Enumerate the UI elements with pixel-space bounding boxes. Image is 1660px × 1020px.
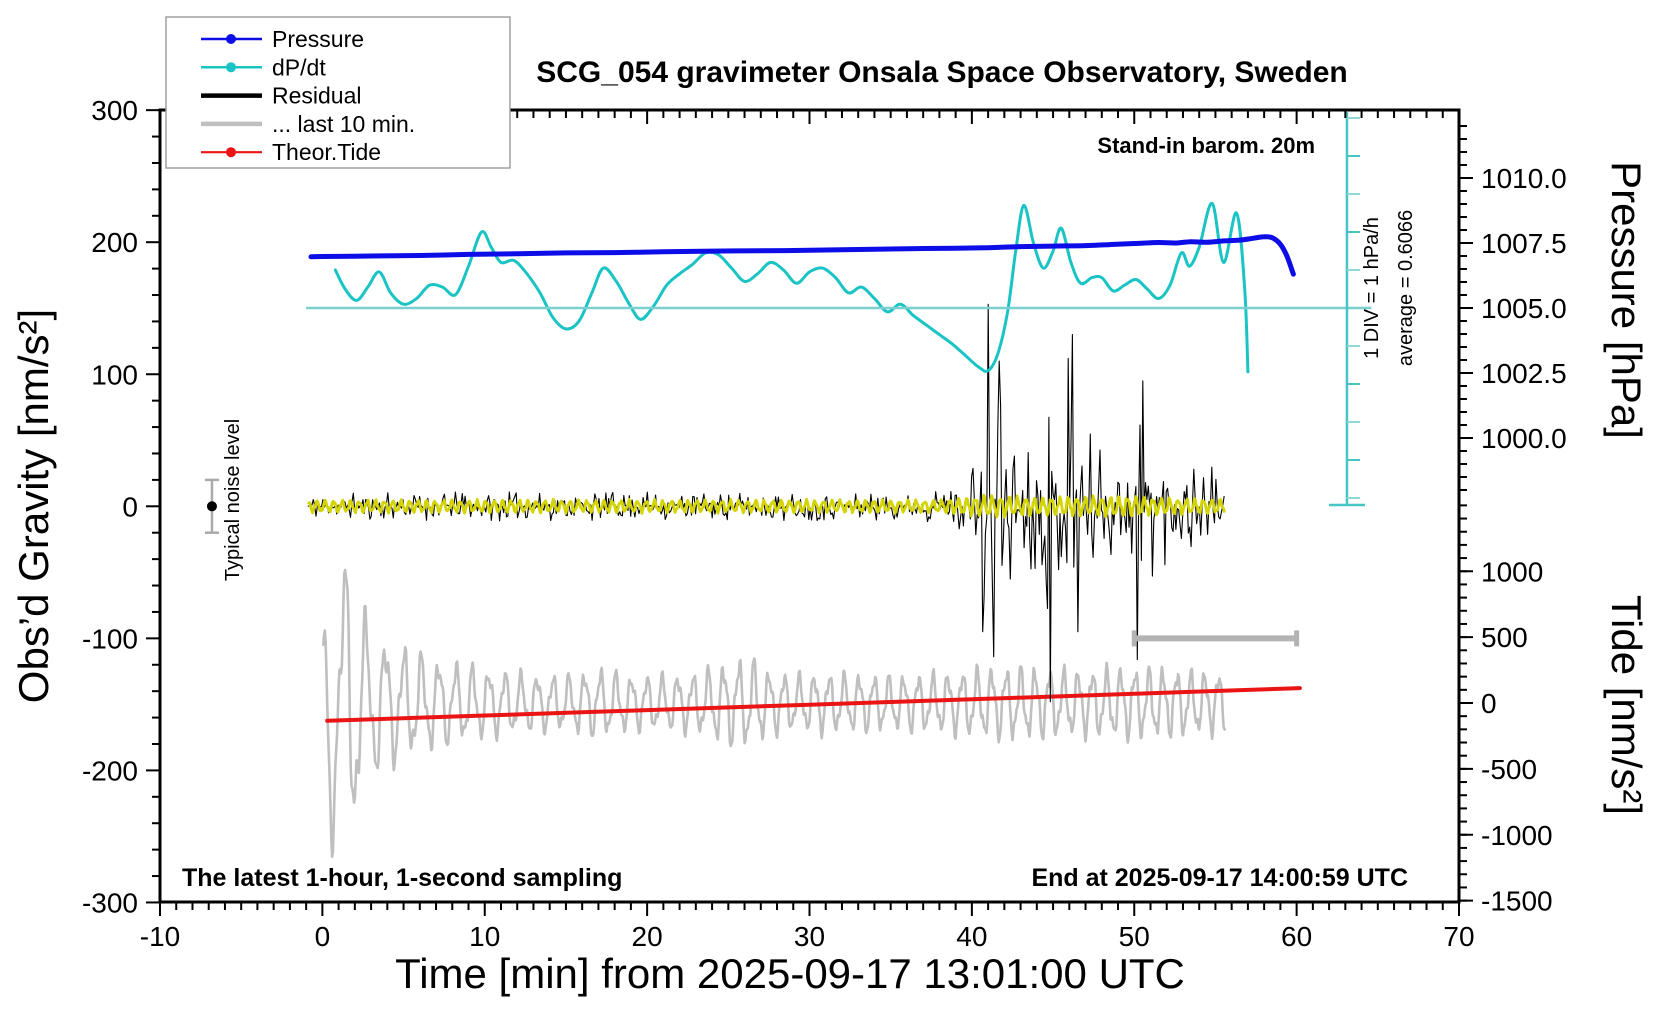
gravity-tick-label: 300 (91, 95, 138, 126)
theor-tide-series (325, 686, 1302, 723)
pressure-tick-label: 1000.0 (1481, 423, 1567, 454)
average-dpdt-label: average = 0.6066 (1395, 210, 1417, 366)
x-tick-label: 40 (956, 921, 987, 952)
axis-ticks-layer (146, 109, 1473, 916)
last-10-min-series (321, 568, 1227, 859)
x-tick-label: 20 (632, 921, 663, 952)
legend-label: Pressure (272, 26, 364, 52)
x-axis-title: Time [min] from 2025-09-17 13:01:00 UTC (395, 950, 1185, 997)
residual-series (307, 303, 1225, 703)
noise-marker-dot (206, 501, 217, 512)
x-tick-label: -10 (140, 921, 180, 952)
gravity-tick-label: 0 (122, 491, 138, 522)
gravity-axis-title: Obs’d Gravity [nm/s²] (10, 309, 57, 703)
pressure-tick-label: 1007.5 (1481, 228, 1567, 259)
tide-tick-label: -500 (1481, 754, 1537, 785)
legend-item: Pressure (201, 26, 364, 52)
legend-item: ... last 10 min. (201, 111, 415, 137)
x-tick-label: 60 (1281, 921, 1312, 952)
gravity-tick-label: 100 (91, 359, 138, 390)
tide-tick-label: 500 (1481, 622, 1528, 653)
dp-dt-series (333, 201, 1250, 374)
legend-box (165, 16, 511, 169)
x-tick-label: 10 (469, 921, 500, 952)
chart-title: SCG_054 gravimeter Onsala Space Observat… (536, 56, 1348, 89)
gravity-tick-label: 200 (91, 227, 138, 258)
legend-label: Residual (272, 83, 362, 109)
decorations-layer (204, 112, 1372, 647)
x-tick-label: 0 (315, 921, 331, 952)
tide-axis-title: Tide [nm/s²] (1603, 595, 1650, 815)
legend-label: Theor.Tide (272, 139, 381, 165)
residual-filtered-series (307, 493, 1226, 519)
legend-dot (226, 62, 236, 73)
tide-tick-label: -1000 (1481, 820, 1553, 851)
x-tick-label: 50 (1119, 921, 1150, 952)
tide-tick-label: -1500 (1481, 886, 1553, 917)
tide-tick-label: 1000 (1481, 556, 1543, 587)
tide-tick-label: 0 (1481, 688, 1497, 719)
pressure-tick-label: 1005.0 (1481, 293, 1567, 324)
pressure-tick-label: 1002.5 (1481, 358, 1567, 389)
end-time-note: End at 2025-09-17 14:00:59 UTC (1031, 864, 1408, 892)
legend-label: ... last 10 min. (272, 111, 415, 137)
pressure-tick-label: 1010.0 (1481, 163, 1567, 194)
legend-item: dP/dt (201, 54, 326, 80)
pressure-series (308, 234, 1296, 277)
typical-noise-label: Typical noise level (222, 419, 244, 581)
gravity-tick-label: -200 (82, 755, 138, 786)
div-scale-label: 1 DIV = 1 hPa/h (1361, 217, 1383, 359)
x-tick-label: 70 (1443, 921, 1474, 952)
gravity-tick-label: -300 (82, 887, 138, 918)
stand-in-barometer-note: Stand-in barom. 20m (1097, 133, 1315, 158)
legend-item: Theor.Tide (201, 139, 381, 165)
legend-item: Residual (201, 83, 362, 109)
legend-label: dP/dt (272, 54, 326, 80)
x-tick-label: 30 (794, 921, 825, 952)
legend-dot (226, 34, 236, 44)
pressure-axis-title: Pressure [hPa] (1603, 161, 1650, 439)
axis-tick-labels: -10 0 10 20 30 40 50 60 703002001000-100-200-300… (82, 95, 1567, 952)
gravity-tick-label: -100 (82, 623, 138, 654)
series-layer (307, 201, 1302, 859)
legend-dot (226, 147, 236, 158)
sampling-note: The latest 1-hour, 1-second sampling (182, 864, 622, 892)
